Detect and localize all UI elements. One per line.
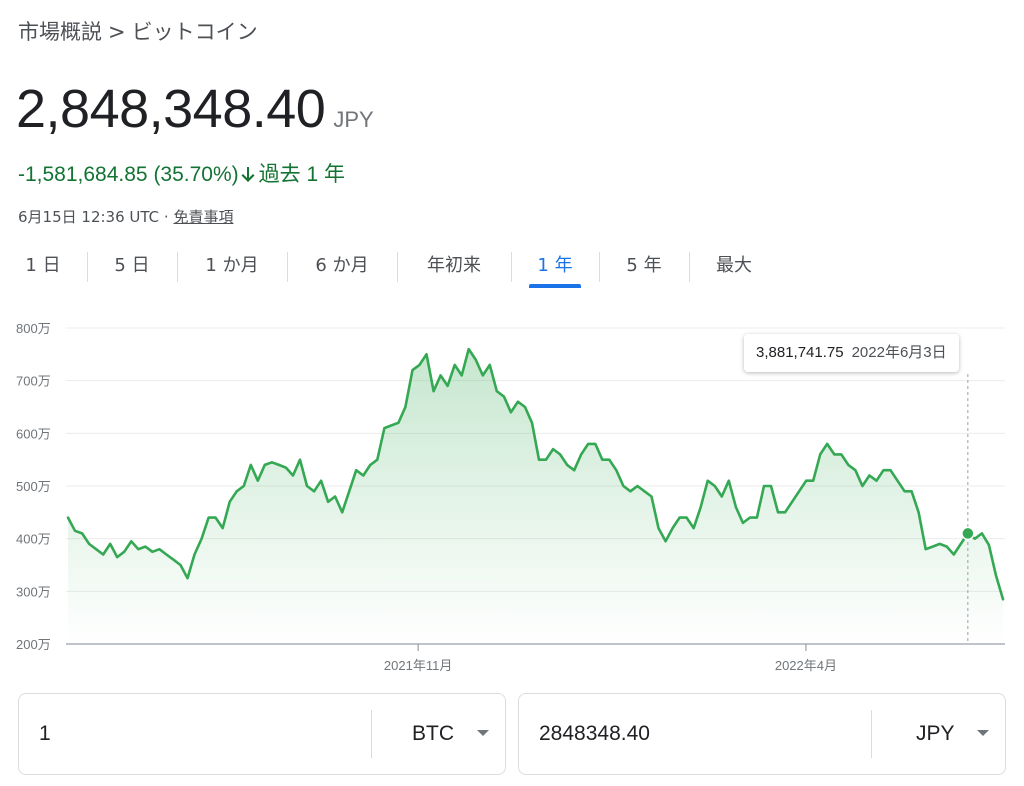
disclaimer-link[interactable]: 免責事項 bbox=[173, 208, 234, 226]
hover-point bbox=[961, 526, 975, 541]
tab-divider bbox=[689, 252, 690, 282]
tab-ytd[interactable]: 年初来 bbox=[427, 255, 481, 276]
tab-6m[interactable]: 6 か月 bbox=[315, 255, 369, 276]
tab-1d[interactable]: 1 日 bbox=[25, 255, 61, 276]
converter-from-box: 1 BTC bbox=[18, 693, 506, 775]
caret-down-icon bbox=[477, 730, 489, 736]
breadcrumb-current: ビットコイン bbox=[131, 20, 258, 44]
y-tick-label: 500万 bbox=[16, 479, 51, 494]
tab-5d[interactable]: 5 日 bbox=[114, 255, 150, 276]
arrow-down-icon bbox=[241, 163, 255, 187]
tooltip-date: 2022年6月3日 bbox=[851, 344, 947, 361]
tab-divider bbox=[511, 252, 512, 282]
y-tick-label: 700万 bbox=[16, 374, 51, 389]
y-tick-label: 300万 bbox=[16, 584, 51, 599]
price-chart-svg: 800万 700万 600万 500万 400万 300万 200万 2021年11月 2022… bbox=[16, 321, 1005, 673]
converter-to-box: 2848348.40 JPY bbox=[518, 693, 1006, 775]
tab-5y[interactable]: 5 年 bbox=[626, 255, 662, 276]
price-change: -1,581,684.85 (35.70%) bbox=[18, 163, 239, 186]
caret-down-icon bbox=[977, 730, 989, 736]
converter-divider bbox=[871, 710, 872, 758]
tab-divider bbox=[599, 252, 600, 282]
chart-tooltip: 3,881,741.75 2022年6月3日 bbox=[744, 334, 959, 372]
breadcrumb: 市場概説 > ビットコイン bbox=[18, 16, 258, 46]
tab-1m[interactable]: 1 か月 bbox=[205, 255, 259, 276]
quote-timestamp-row: 6月15日 12:36 UTC · 免責事項 bbox=[18, 206, 233, 227]
tab-max[interactable]: 最大 bbox=[716, 255, 752, 276]
y-tick-label: 800万 bbox=[16, 321, 51, 336]
x-tick-label: 2022年4月 bbox=[775, 658, 837, 673]
price-chart[interactable]: 800万 700万 600万 500万 400万 300万 200万 2021年11月 2022… bbox=[0, 306, 1024, 680]
from-currency-select[interactable]: BTC bbox=[412, 722, 454, 745]
price-line bbox=[66, 347, 1005, 601]
quote-timestamp: 6月15日 12:36 UTC · bbox=[18, 208, 169, 226]
breadcrumb-parent-link[interactable]: 市場概説 bbox=[18, 20, 102, 44]
range-tabs: 1 日 5 日 1 か月 6 か月 年初来 1 年 5 年 最大 bbox=[0, 244, 1024, 292]
y-tick-label: 200万 bbox=[16, 637, 51, 652]
y-tick-label: 400万 bbox=[16, 532, 51, 547]
breadcrumb-separator: > bbox=[108, 20, 126, 44]
converter-divider bbox=[371, 710, 372, 758]
tab-divider bbox=[287, 252, 288, 282]
change-period: 過去 1 年 bbox=[258, 163, 346, 186]
from-amount-input[interactable]: 1 bbox=[39, 722, 51, 745]
y-tick-label: 600万 bbox=[16, 426, 51, 441]
price-area-fill bbox=[68, 349, 1003, 644]
x-tick-label: 2021年11月 bbox=[384, 658, 452, 673]
tab-divider bbox=[177, 252, 178, 282]
to-amount-input[interactable]: 2848348.40 bbox=[539, 722, 650, 745]
price-row: 2,848,348.40 JPY bbox=[16, 78, 374, 140]
tab-1y[interactable]: 1 年 bbox=[520, 244, 590, 290]
current-price: 2,848,348.40 bbox=[16, 79, 326, 139]
price-currency: JPY bbox=[333, 107, 374, 132]
tab-divider bbox=[87, 252, 88, 282]
tab-divider bbox=[397, 252, 398, 282]
price-change-row: -1,581,684.85 (35.70%) 過去 1 年 bbox=[18, 158, 345, 188]
to-currency-select[interactable]: JPY bbox=[916, 722, 955, 745]
tooltip-value: 3,881,741.75 bbox=[756, 344, 844, 361]
